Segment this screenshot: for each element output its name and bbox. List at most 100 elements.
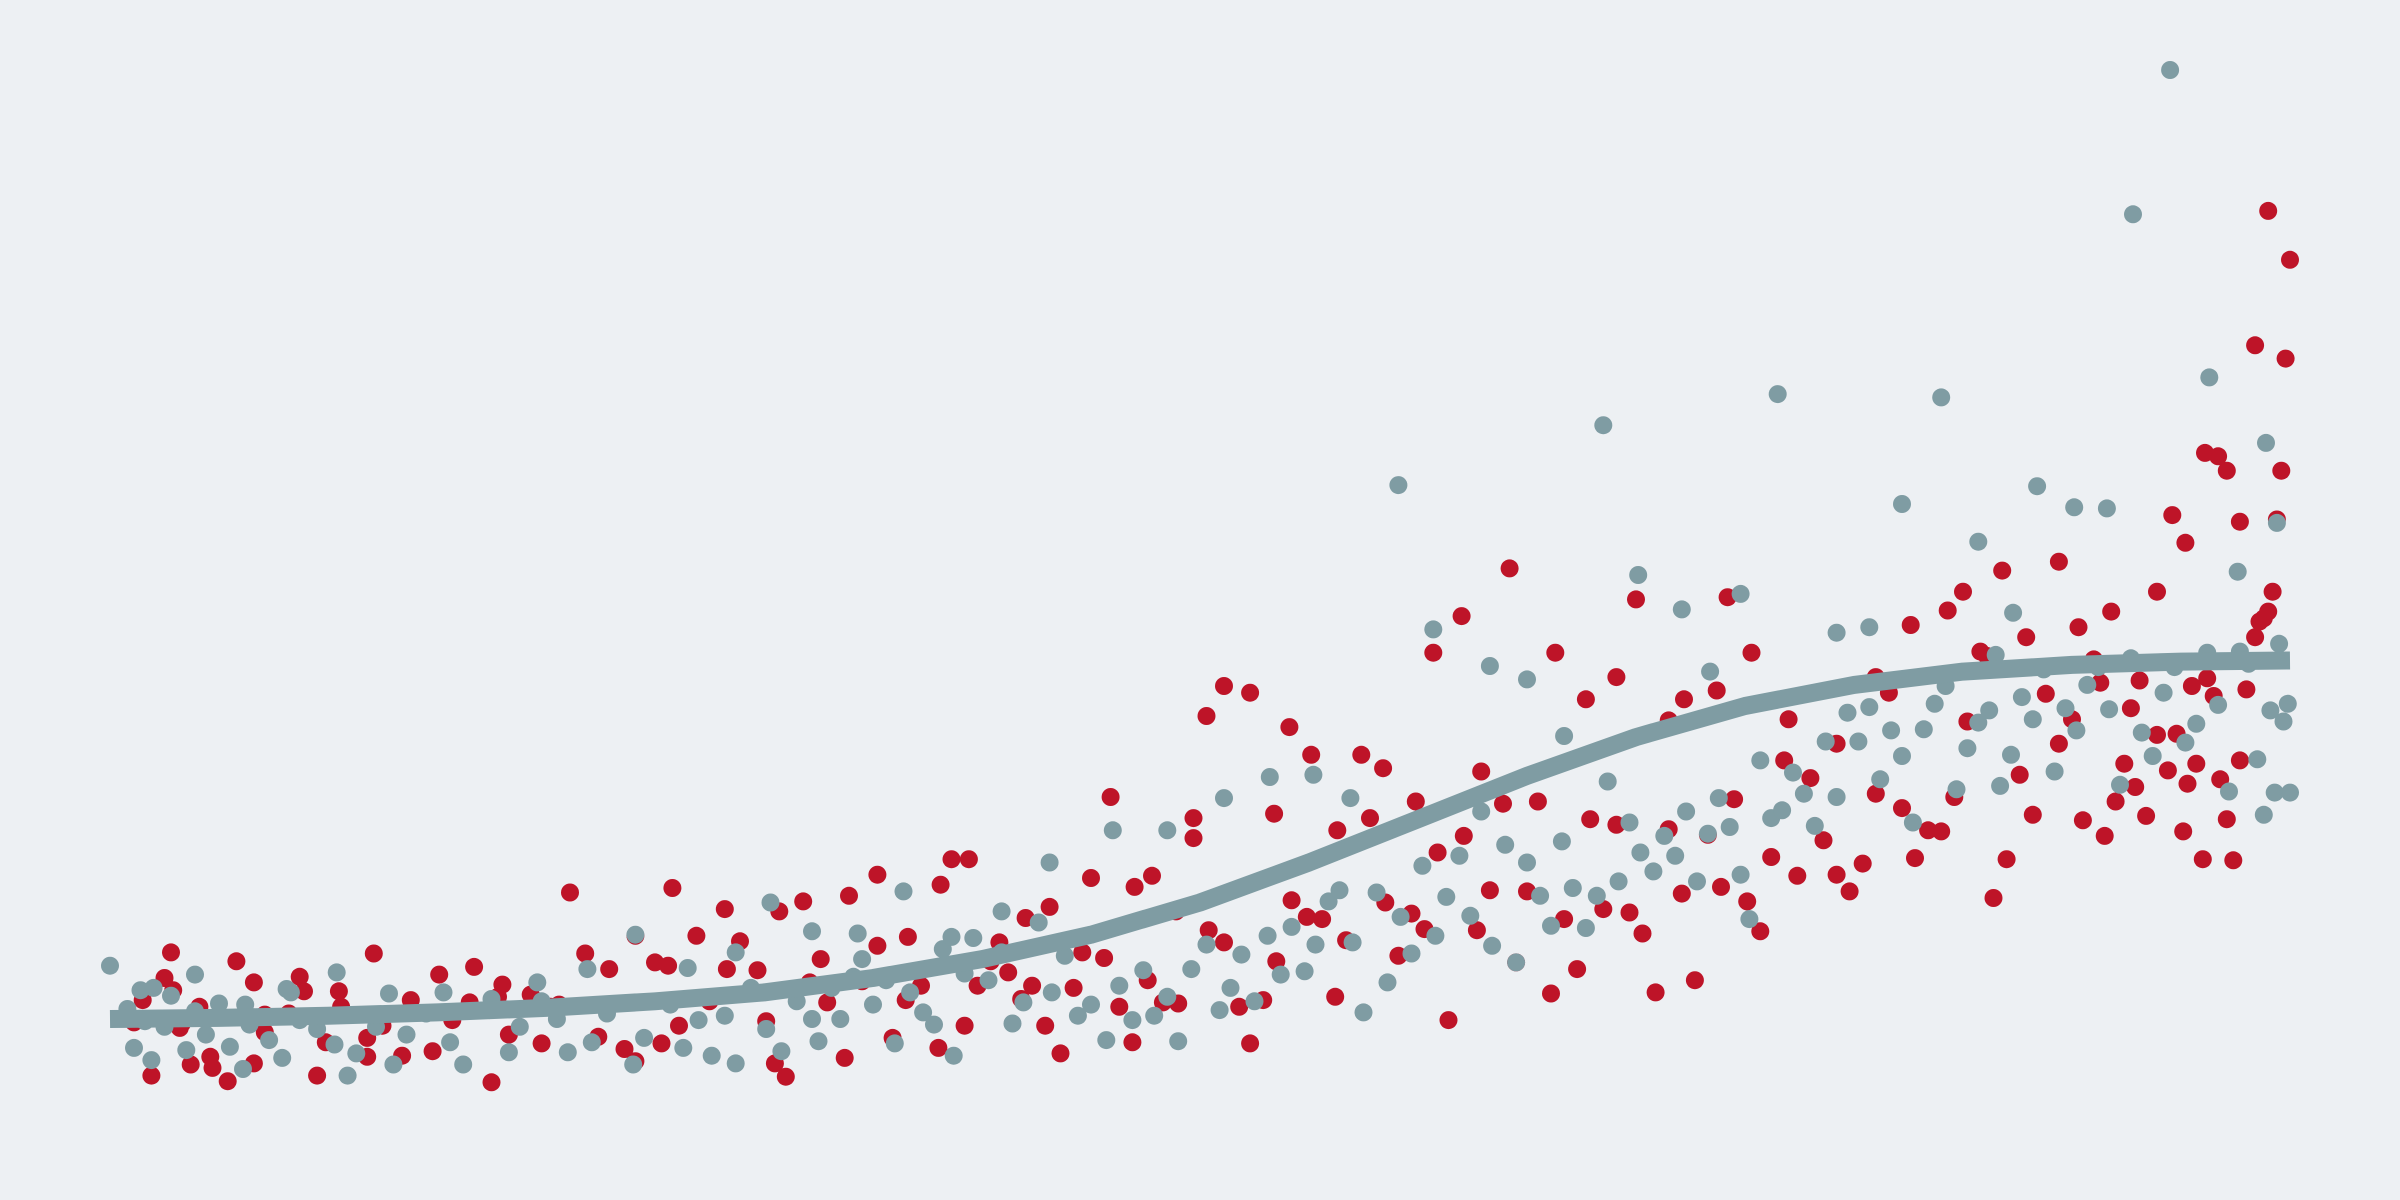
data-point <box>1367 883 1386 902</box>
data-point <box>1677 802 1696 821</box>
data-point <box>162 986 180 1005</box>
data-point <box>2143 747 2162 765</box>
data-point <box>1282 891 1301 910</box>
data-point <box>1280 718 1299 737</box>
data-point <box>1437 887 1456 906</box>
data-point <box>2023 710 2042 729</box>
data-point <box>1871 770 1890 789</box>
data-point <box>803 922 821 941</box>
data-point <box>1472 802 1491 821</box>
data-point <box>2174 822 2193 841</box>
data-point <box>1378 973 1397 992</box>
data-point <box>181 1055 200 1074</box>
data-point <box>1627 590 1645 609</box>
data-point <box>1483 936 1502 955</box>
data-point <box>1701 662 1720 681</box>
data-point <box>1742 643 1761 662</box>
data-point <box>931 875 950 894</box>
data-point <box>1426 926 1445 945</box>
data-point <box>1413 856 1432 875</box>
data-point <box>2078 675 2097 694</box>
data-point <box>2049 734 2068 753</box>
data-point <box>2257 433 2275 452</box>
data-point <box>1552 832 1571 851</box>
data-point <box>1688 872 1706 891</box>
data-point <box>2148 582 2166 601</box>
data-point <box>1042 983 1061 1002</box>
data-point <box>1991 776 2010 795</box>
data-point <box>1029 913 1048 932</box>
data-point <box>1609 872 1628 891</box>
data-point <box>273 1048 292 1067</box>
data-point <box>1319 892 1338 911</box>
data-point <box>220 1037 239 1056</box>
data-point <box>162 943 180 962</box>
data-point <box>2132 723 2151 742</box>
data-point <box>944 1046 963 1065</box>
data-point <box>578 960 597 979</box>
scatter-series-2 <box>101 61 2299 1085</box>
data-point <box>1158 821 1177 840</box>
data-point <box>715 900 734 919</box>
data-point <box>327 963 346 982</box>
data-point <box>726 1054 745 1073</box>
data-point <box>1531 886 1550 905</box>
data-point <box>670 1016 688 1035</box>
data-point <box>2228 562 2247 581</box>
data-point <box>2004 603 2023 622</box>
data-point <box>663 879 682 897</box>
data-point <box>582 1033 601 1052</box>
data-point <box>1980 701 1999 720</box>
data-point <box>1343 933 1362 952</box>
data-point <box>1827 623 1846 642</box>
data-point <box>1914 720 1933 739</box>
data-point <box>1143 866 1161 885</box>
data-point <box>1210 1001 1229 1020</box>
data-point <box>2270 634 2289 653</box>
data-point <box>1576 690 1595 709</box>
data-point <box>1496 835 1515 854</box>
data-point <box>1840 882 1859 901</box>
data-point <box>2261 701 2280 720</box>
data-point <box>885 1034 904 1053</box>
data-point <box>635 1028 654 1047</box>
data-point <box>1402 944 1421 963</box>
data-point <box>772 1042 791 1061</box>
data-point <box>1082 995 1100 1014</box>
data-point <box>1258 926 1277 945</box>
data-point <box>868 865 887 884</box>
data-point <box>2281 250 2299 269</box>
data-point <box>465 957 484 976</box>
data-point <box>101 956 119 975</box>
data-point <box>434 983 453 1002</box>
data-point <box>142 1066 161 1085</box>
data-point <box>1938 601 1957 620</box>
data-point <box>1500 559 1519 578</box>
data-point <box>329 982 348 1001</box>
data-point <box>1849 732 1868 751</box>
data-point <box>1518 853 1536 872</box>
data-point <box>1542 916 1560 935</box>
data-point <box>1245 992 1264 1011</box>
data-point <box>2276 349 2295 368</box>
data-point <box>1260 768 1279 786</box>
data-point <box>1954 582 1972 601</box>
data-point <box>1110 997 1129 1016</box>
data-point <box>1215 789 1233 808</box>
data-point <box>1768 385 1787 404</box>
data-point <box>1064 978 1083 997</box>
data-point <box>1055 946 1074 965</box>
data-point <box>1740 910 1759 929</box>
data-point <box>482 1073 501 1092</box>
data-point <box>1788 866 1807 885</box>
data-point <box>1003 1014 1022 1033</box>
data-point <box>1467 921 1486 940</box>
data-point <box>1903 813 1922 832</box>
data-point <box>1454 826 1473 845</box>
data-point <box>1145 1006 1164 1025</box>
data-point <box>1731 865 1750 884</box>
data-point <box>894 882 913 901</box>
data-point <box>1932 388 1951 407</box>
